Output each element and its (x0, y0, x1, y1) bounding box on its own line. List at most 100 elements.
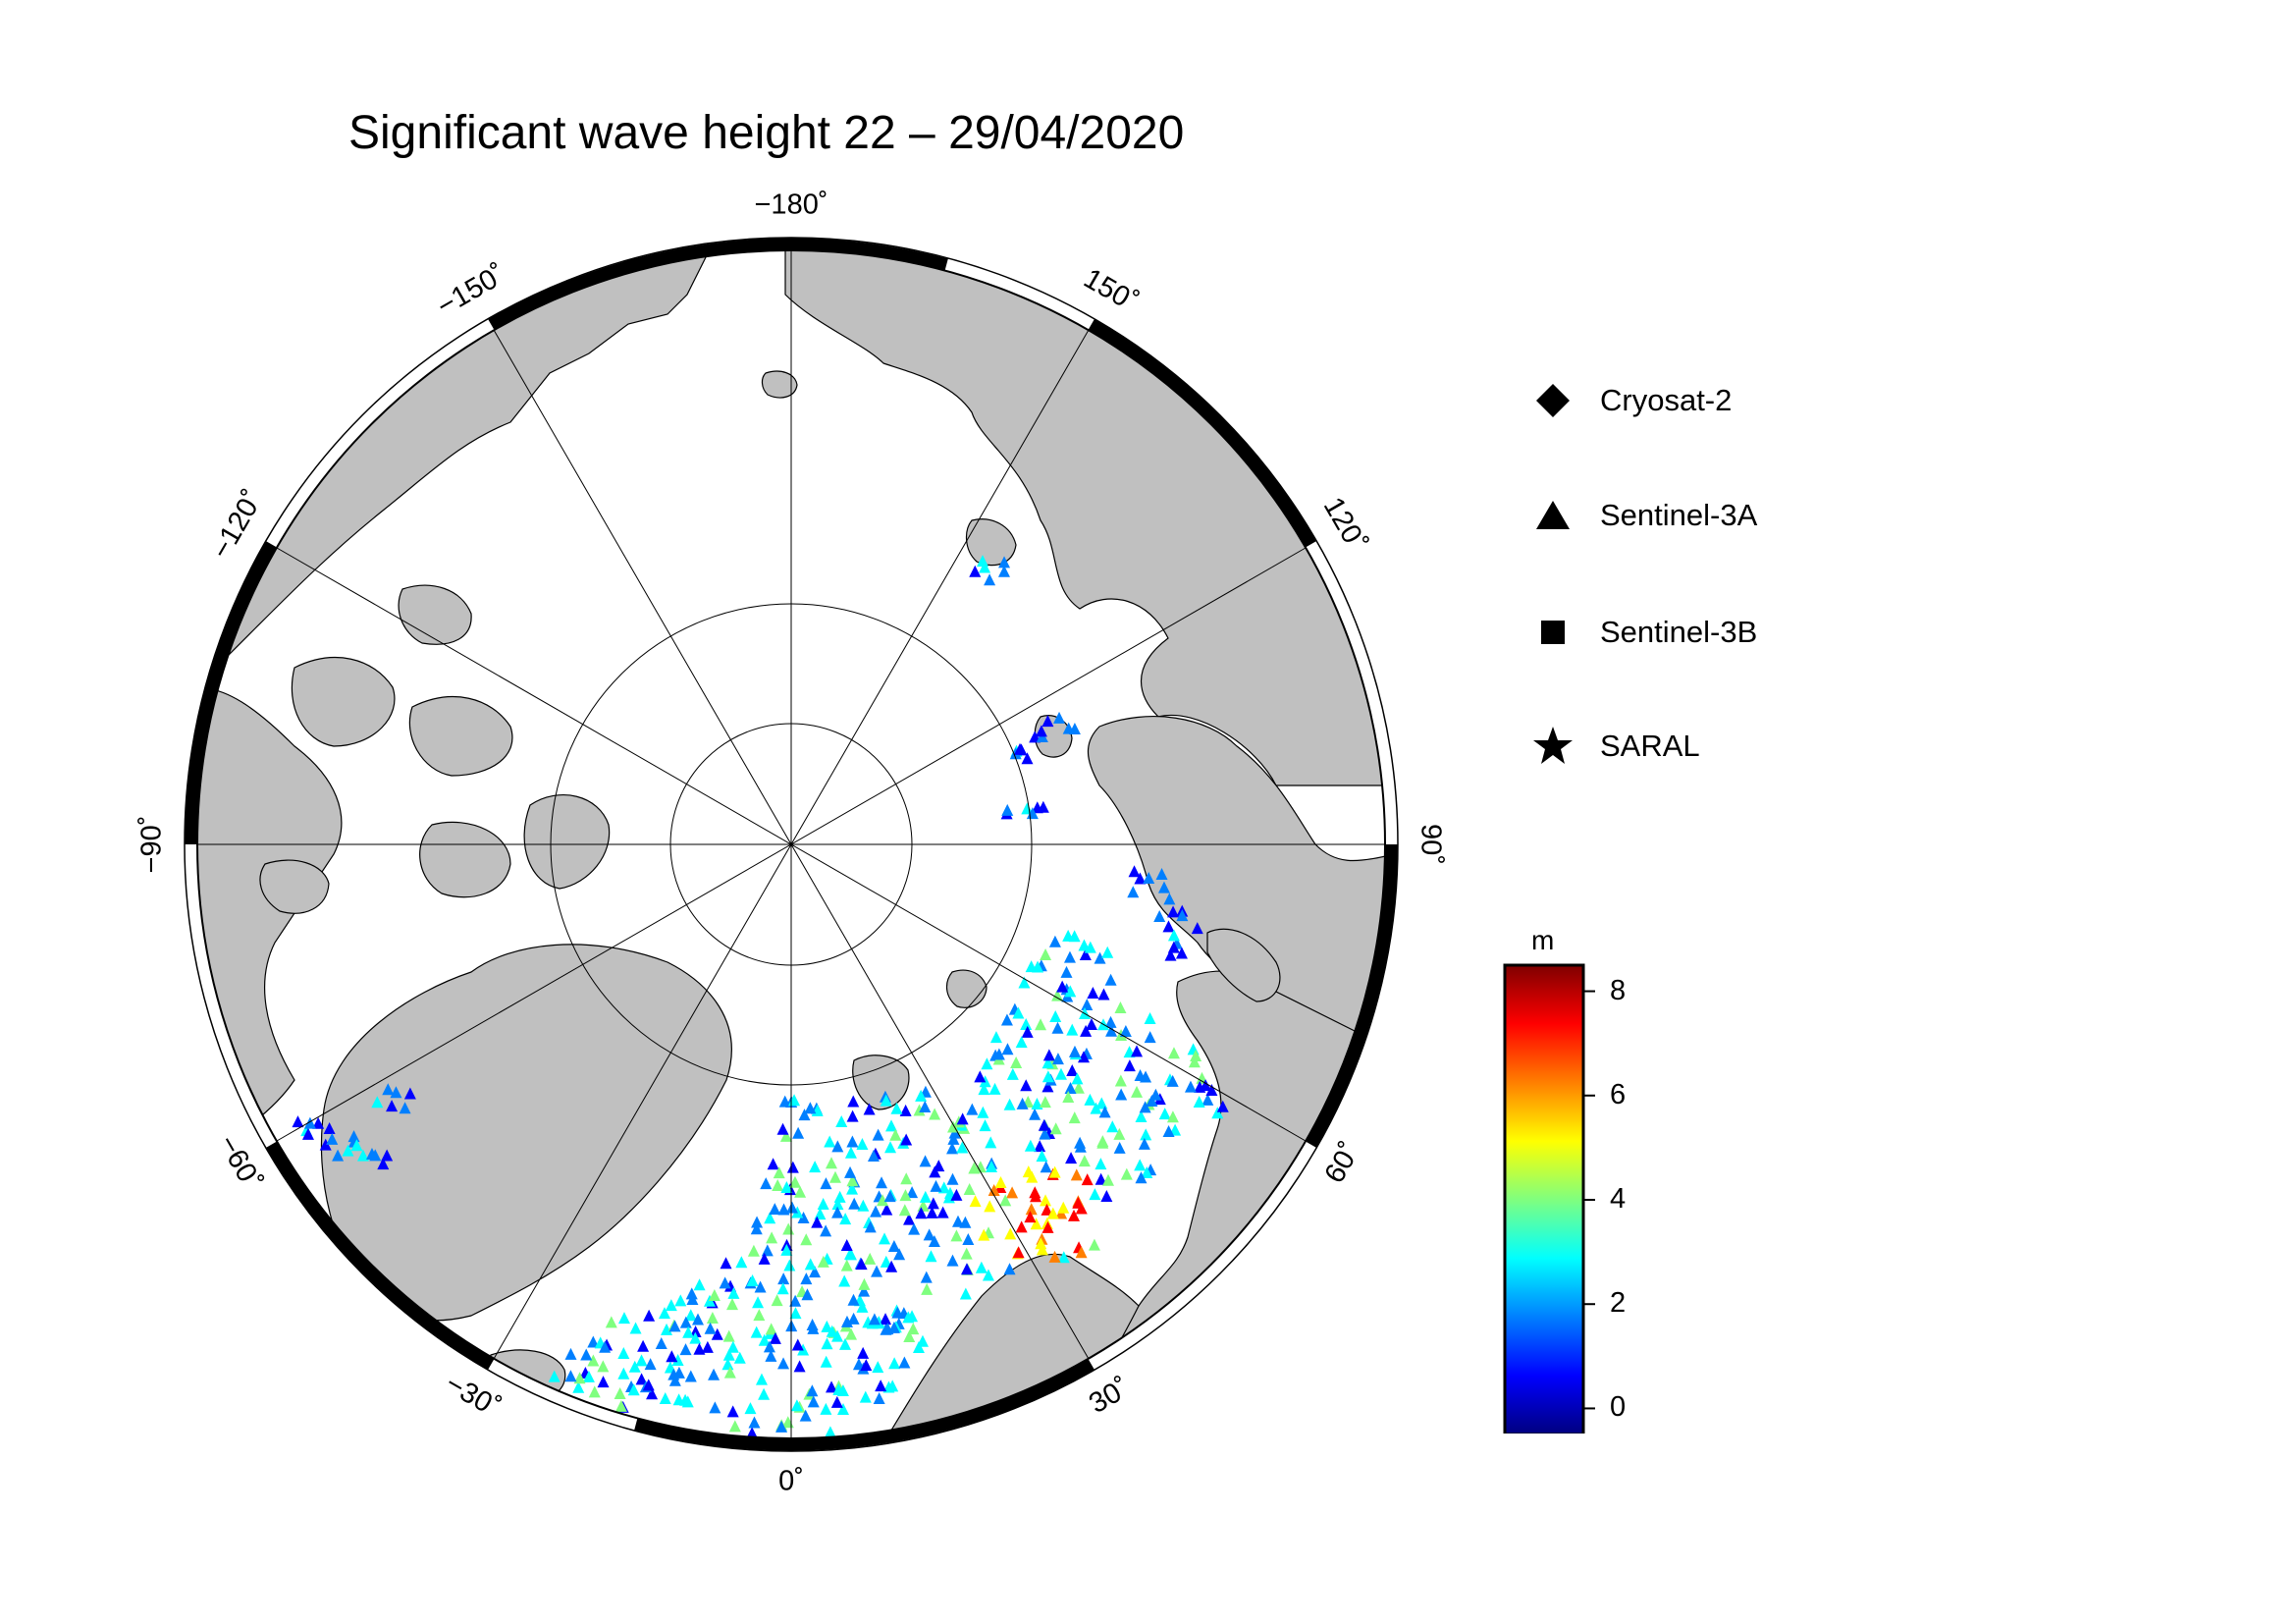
wave-height-marker (668, 1374, 681, 1386)
wave-height-marker (856, 1300, 869, 1313)
wave-height-marker (1003, 1263, 1016, 1275)
wave-height-marker (326, 1132, 339, 1145)
wave-height-marker (726, 1405, 739, 1418)
wave-height-marker (1140, 1128, 1152, 1141)
wave-height-marker (1193, 1095, 1205, 1108)
wave-height-marker (863, 1103, 876, 1115)
wave-height-marker (820, 1224, 832, 1237)
wave-height-marker (872, 1361, 884, 1374)
wave-height-marker (580, 1348, 593, 1361)
wave-height-marker (381, 1149, 394, 1162)
wave-height-marker (1051, 1021, 1064, 1034)
longitude-label: −180˚ (755, 189, 828, 221)
wave-height-marker (658, 1307, 670, 1320)
wave-height-marker (1048, 935, 1061, 947)
wave-height-marker (726, 1298, 739, 1311)
wave-height-marker (746, 1427, 759, 1438)
wave-height-marker (1100, 1190, 1113, 1203)
wave-height-marker (365, 1147, 378, 1160)
wave-height-marker (898, 1204, 911, 1217)
wave-height-marker (859, 1390, 872, 1403)
wave-height-marker (846, 1135, 859, 1148)
wave-height-marker (809, 1161, 822, 1173)
wave-height-marker (860, 1359, 873, 1372)
wave-height-marker (979, 1119, 991, 1132)
wave-height-marker (750, 1222, 763, 1235)
wave-height-marker (1128, 865, 1141, 878)
wave-height-marker (1162, 1124, 1175, 1137)
wave-height-marker (950, 1229, 963, 1242)
wave-height-marker (614, 1387, 626, 1400)
wave-height-marker (857, 1346, 870, 1359)
wave-height-marker (614, 1399, 627, 1412)
wave-height-marker (1143, 872, 1155, 885)
wave-height-marker (913, 1104, 926, 1116)
arctic-island (408, 696, 513, 777)
wave-height-marker (1012, 1246, 1025, 1259)
wave-height-marker (791, 1338, 804, 1351)
wave-height-marker (1035, 725, 1047, 737)
wave-height-marker (1163, 893, 1176, 905)
triangle-icon (1531, 494, 1575, 537)
wave-height-marker (1038, 1118, 1050, 1131)
wave-height-marker (825, 1157, 837, 1169)
wave-height-marker (752, 1296, 765, 1309)
wave-height-marker (628, 1360, 641, 1373)
wave-height-marker (671, 1353, 684, 1366)
wave-height-marker (951, 1215, 964, 1227)
wave-height-marker (769, 1331, 781, 1344)
wave-height-marker (880, 1313, 892, 1325)
wave-height-marker (1024, 1211, 1037, 1223)
longitude-label: −60˚ (212, 1130, 268, 1196)
colorbar-gradient (1503, 963, 1585, 1434)
wave-height-marker (923, 1228, 935, 1241)
wave-height-marker (998, 556, 1011, 568)
wave-height-marker (758, 1252, 771, 1265)
wave-height-marker (799, 1409, 812, 1422)
wave-height-marker (1063, 950, 1076, 963)
wave-height-marker (777, 1272, 790, 1285)
wave-height-marker (1176, 909, 1189, 922)
wave-height-marker (974, 1161, 987, 1173)
wave-height-marker (852, 1358, 865, 1371)
wave-height-marker (831, 1206, 844, 1218)
wave-height-marker (1166, 1074, 1179, 1087)
wave-height-marker (674, 1294, 687, 1307)
wave-height-marker (709, 1401, 721, 1414)
wave-height-marker (885, 1119, 898, 1132)
wave-height-marker (902, 1311, 915, 1324)
wave-height-marker (371, 1096, 384, 1109)
wave-height-marker (879, 1232, 891, 1245)
wave-height-marker (292, 1115, 304, 1128)
wave-height-marker (920, 1271, 933, 1283)
wave-height-marker (785, 1201, 798, 1214)
wave-height-marker (824, 1426, 836, 1438)
wave-height-marker (1018, 976, 1031, 989)
wave-height-marker (744, 1402, 757, 1415)
wave-height-marker (386, 1100, 399, 1112)
wave-height-marker (1095, 1097, 1108, 1109)
wave-height-marker (1021, 802, 1034, 815)
wave-height-marker (1040, 1161, 1052, 1173)
wave-height-marker (1166, 1110, 1179, 1123)
wave-height-marker (303, 1116, 316, 1129)
wave-height-marker (1120, 1167, 1133, 1180)
wave-height-marker (661, 1323, 673, 1335)
wave-height-marker (1064, 985, 1077, 998)
wave-height-marker (974, 1070, 987, 1083)
wave-height-marker (821, 1337, 833, 1350)
wave-height-marker (1004, 1227, 1017, 1240)
wave-height-marker (811, 1216, 824, 1228)
wave-height-marker (693, 1278, 706, 1291)
wave-height-marker (643, 1309, 656, 1322)
wave-height-marker (1175, 947, 1188, 959)
wave-height-marker (693, 1342, 706, 1355)
wave-height-marker (1134, 1068, 1147, 1081)
wave-height-marker (986, 1160, 998, 1172)
wave-height-marker (844, 1165, 857, 1178)
longitude-label: 30˚ (1084, 1372, 1135, 1420)
wave-height-marker (836, 1403, 849, 1416)
wave-height-marker (1001, 1043, 1014, 1055)
wave-height-marker (1025, 1203, 1038, 1216)
